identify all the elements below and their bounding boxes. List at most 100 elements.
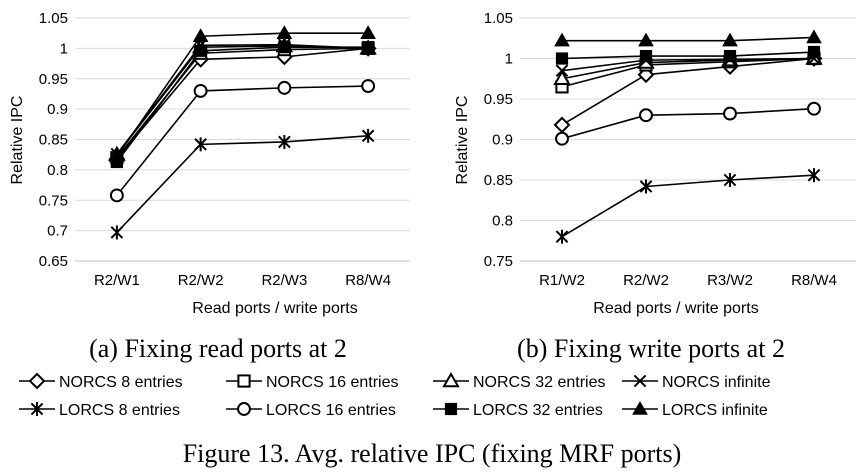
y-tick-label: 0.65 bbox=[39, 253, 68, 270]
data-point bbox=[192, 28, 209, 42]
subcaption: (a) Fixing read ports at 2 bbox=[89, 334, 347, 363]
y-tick-label: 0.8 bbox=[492, 213, 513, 230]
x-tick-label: R2/W3 bbox=[261, 272, 307, 289]
legend-marker bbox=[30, 402, 44, 416]
data-point bbox=[194, 137, 207, 152]
chart-panel-b: 0.75 0.8 0.85 0.9 0.95 1 1.05 R1/W2 R2/W2 R3/W2 R8… bbox=[454, 10, 856, 363]
series-norcs-16-entries bbox=[110, 41, 375, 165]
legend-label: NORCS infinite bbox=[662, 374, 771, 391]
data-point bbox=[109, 148, 125, 163]
series-lorcs-8-entries bbox=[555, 168, 821, 244]
data-point bbox=[639, 108, 653, 123]
series-lorcs-16-entries bbox=[109, 79, 376, 203]
series-lorcs-32-entries bbox=[110, 41, 375, 169]
series-line bbox=[116, 135, 369, 233]
data-point bbox=[555, 52, 569, 65]
data-point bbox=[639, 179, 653, 194]
legend-marker bbox=[444, 402, 458, 416]
y-tick-label: 0.8 bbox=[47, 162, 68, 179]
data-point bbox=[361, 79, 376, 93]
series-lorcs-32-entries bbox=[555, 45, 821, 65]
x-axis-title: Read ports / write ports bbox=[593, 300, 758, 317]
data-point bbox=[638, 32, 654, 47]
legend-marker bbox=[28, 372, 46, 390]
series-lorcs-infinite bbox=[554, 29, 822, 47]
data-point bbox=[553, 69, 571, 85]
figure-caption: Figure 13. Avg. relative IPC (fixing MRF… bbox=[183, 439, 682, 468]
y-axis-title: Relative IPC bbox=[9, 96, 26, 185]
data-point bbox=[555, 131, 569, 146]
y-axis-title: Relative IPC bbox=[454, 96, 471, 185]
chart-panel-a: 0.65 0.7 0.75 0.8 0.85 0.9 0.95 1 1.05 R2/W1 R2/W2… bbox=[9, 10, 410, 363]
legend-item: NORCS 32 entries bbox=[433, 371, 606, 391]
y-tick-label: 0.9 bbox=[47, 101, 68, 118]
series-lorcs-16-entries bbox=[555, 101, 821, 146]
legend-label: LORCS infinite bbox=[662, 402, 768, 419]
legend-item: LORCS 8 entries bbox=[19, 402, 180, 419]
y-tick-label: 0.95 bbox=[484, 91, 513, 108]
legend-marker bbox=[442, 371, 460, 388]
data-point bbox=[553, 116, 571, 134]
series-lorcs-8-entries bbox=[110, 128, 375, 240]
y-tick-label: 1 bbox=[60, 40, 68, 57]
x-tick-label: R2/W2 bbox=[178, 272, 224, 289]
y-tick-label: 1 bbox=[505, 51, 513, 68]
data-point bbox=[807, 101, 821, 116]
series-line bbox=[561, 51, 815, 60]
series-line bbox=[116, 46, 369, 163]
series-line bbox=[116, 43, 369, 155]
y-tick-label: 0.85 bbox=[484, 172, 513, 189]
y-tick-label: 1.05 bbox=[39, 10, 68, 27]
series-norcs-infinite bbox=[110, 38, 375, 161]
series-line bbox=[561, 57, 815, 88]
data-point bbox=[276, 25, 293, 39]
y-tick-label: 0.7 bbox=[47, 223, 68, 240]
legend-marker bbox=[632, 400, 648, 415]
y-tick-label: 0.85 bbox=[39, 132, 68, 149]
data-point bbox=[807, 45, 821, 59]
data-point bbox=[722, 32, 738, 47]
x-tick-label: R8/W4 bbox=[345, 272, 391, 289]
y-tick-label: 0.95 bbox=[39, 71, 68, 88]
data-point bbox=[277, 80, 292, 95]
series-line bbox=[116, 85, 369, 196]
y-tick-label: 0.75 bbox=[484, 253, 513, 270]
series-line bbox=[562, 36, 815, 42]
legend-label: NORCS 8 entries bbox=[59, 374, 183, 391]
series-norcs-8-entries bbox=[108, 39, 377, 168]
data-point bbox=[362, 41, 375, 54]
legend-label: NORCS 32 entries bbox=[473, 374, 606, 391]
series-line bbox=[561, 107, 815, 140]
legend-marker bbox=[237, 402, 251, 416]
legend-label: NORCS 16 entries bbox=[266, 374, 399, 391]
x-tick-label: R8/W4 bbox=[791, 272, 837, 289]
legend-label: LORCS 16 entries bbox=[266, 402, 396, 419]
series-line bbox=[561, 57, 815, 126]
data-point bbox=[555, 229, 569, 244]
legend-label: LORCS 8 entries bbox=[59, 402, 180, 419]
x-tick-label: R3/W2 bbox=[707, 272, 753, 289]
data-point bbox=[555, 64, 569, 77]
x-tick-label: R1/W2 bbox=[539, 272, 585, 289]
data-point bbox=[807, 168, 821, 183]
legend-item: NORCS infinite bbox=[622, 374, 771, 391]
data-point bbox=[109, 188, 124, 203]
legend-label: LORCS 32 entries bbox=[473, 402, 603, 419]
subcaption: (b) Fixing write ports at 2 bbox=[517, 334, 785, 363]
legend-item: LORCS 32 entries bbox=[433, 402, 603, 419]
data-point bbox=[723, 173, 737, 187]
x-tick-label: R2/W1 bbox=[94, 272, 140, 289]
x-tick-label: R2/W2 bbox=[623, 272, 669, 289]
y-tick-label: 0.9 bbox=[492, 132, 513, 149]
legend: NORCS 8 entries NORCS 16 entries NORCS 32 … bbox=[19, 371, 771, 419]
y-tick-label: 0.75 bbox=[39, 192, 68, 209]
series-norcs-32-entries bbox=[108, 36, 377, 161]
data-point bbox=[361, 128, 375, 143]
series-line bbox=[116, 47, 369, 160]
legend-item: NORCS 8 entries bbox=[19, 372, 183, 391]
y-tick-label: 1.05 bbox=[484, 10, 513, 27]
data-point bbox=[554, 32, 570, 47]
series-lorcs-infinite bbox=[109, 25, 376, 163]
data-point bbox=[194, 44, 207, 57]
legend-item: NORCS 16 entries bbox=[226, 374, 399, 391]
